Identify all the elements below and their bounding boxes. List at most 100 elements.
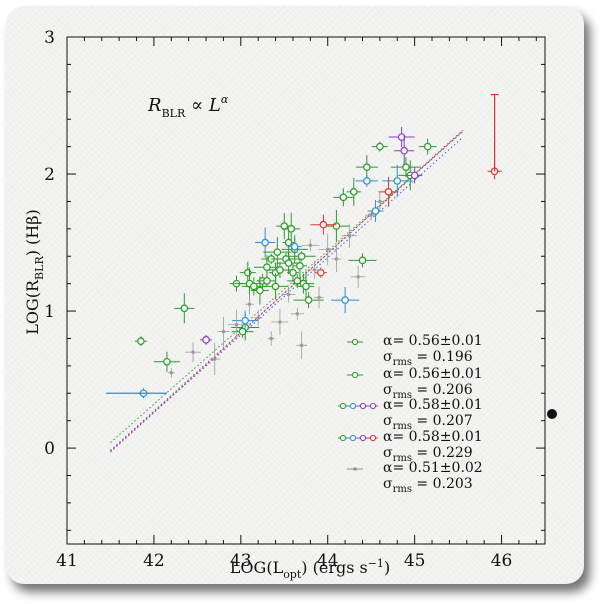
gray-marker [369,213,373,217]
green-marker [256,286,264,295]
legend-marker [339,402,347,410]
blue-marker [341,296,349,304]
y-tick-label: 3 [44,28,55,48]
green-point [241,277,266,296]
green-marker [402,163,410,171]
green-point [174,293,195,324]
green-marker [137,337,145,346]
gray-point [307,260,322,279]
blue-marker [363,177,371,185]
gray-point [267,331,275,346]
gray-point [318,233,337,266]
legend-marker [359,434,367,442]
green-point [282,231,295,254]
plot-frame [66,36,546,545]
green-point [257,274,276,287]
green-marker [304,296,313,304]
green-point [231,325,254,338]
green-marker [293,277,302,285]
green-marker [250,282,258,291]
green-point [134,336,147,347]
x-axis-label: LOG(Lopt) (ergs s−1) [230,557,390,581]
gray-marker [347,234,351,238]
gray-point [376,192,384,211]
green-point [153,351,180,372]
gray-point [217,316,230,347]
legend-alpha: α= 0.58±0.01 [383,429,483,445]
green-marker [284,238,293,247]
gray-point [350,265,366,288]
green-point [298,271,314,302]
blue-point [355,174,378,187]
gray-marker [356,275,360,279]
legend-marker [351,338,359,346]
green-point [418,138,437,155]
blue-marker [241,316,249,325]
red-point [314,267,327,278]
green-point [346,177,361,206]
green-point [250,276,269,305]
legend-marker [349,402,357,410]
legend-marker [369,402,377,410]
legend-sigma: σrms = 0.206 [383,382,473,401]
green-marker [423,142,432,151]
x-tick-label: 43 [230,551,252,571]
green-point [323,210,350,243]
green-marker [163,357,171,366]
purple-point [388,127,415,148]
gray-marker [313,268,317,272]
long-error-bar [490,93,499,172]
green-marker [376,142,384,151]
legend-sigma: σrms = 0.196 [383,349,473,368]
gray-marker [317,295,321,299]
green-marker [349,188,358,196]
green-marker [271,282,280,291]
green-marker [302,282,310,291]
gray-marker [278,320,282,324]
red-marker [319,220,328,229]
green-marker [273,248,282,256]
gray-marker [295,312,299,316]
legend-alpha: α= 0.56±0.01 [383,333,483,349]
blue-point [287,238,302,255]
annotation-relation: RBLR ∝ Lα [147,93,229,120]
gray-point [245,294,254,315]
gray-point [365,210,378,221]
green-point [282,212,301,245]
green-point [286,263,299,282]
marker-dot [547,409,557,419]
y-axis-label: LOG(RBLR) (Hβ) [23,209,46,335]
green-marker [363,163,371,171]
gray-point [271,309,289,336]
green-marker [180,304,189,313]
purple-point [394,135,415,166]
red-point [310,214,337,235]
green-marker [339,193,348,202]
blue-point [331,287,360,314]
blue-marker [393,177,402,185]
green-point [348,253,377,268]
gray-marker [213,357,217,361]
y-tick-label: 1 [44,302,55,322]
green-marker [280,222,289,230]
red-marker [384,188,393,196]
gray-point [301,239,320,252]
green-marker [276,266,284,274]
green-point [355,155,378,180]
gray-point [314,286,324,309]
purple-marker [410,171,419,180]
green-marker [243,268,252,277]
legend-sigma: σrms = 0.229 [383,445,473,464]
green-point [263,237,292,268]
green-marker [296,262,304,270]
red-point [378,176,399,207]
gray-point [331,245,342,272]
green-marker [263,263,271,272]
fit-line [110,129,463,453]
green-point [390,157,421,178]
blue-point [255,227,276,258]
